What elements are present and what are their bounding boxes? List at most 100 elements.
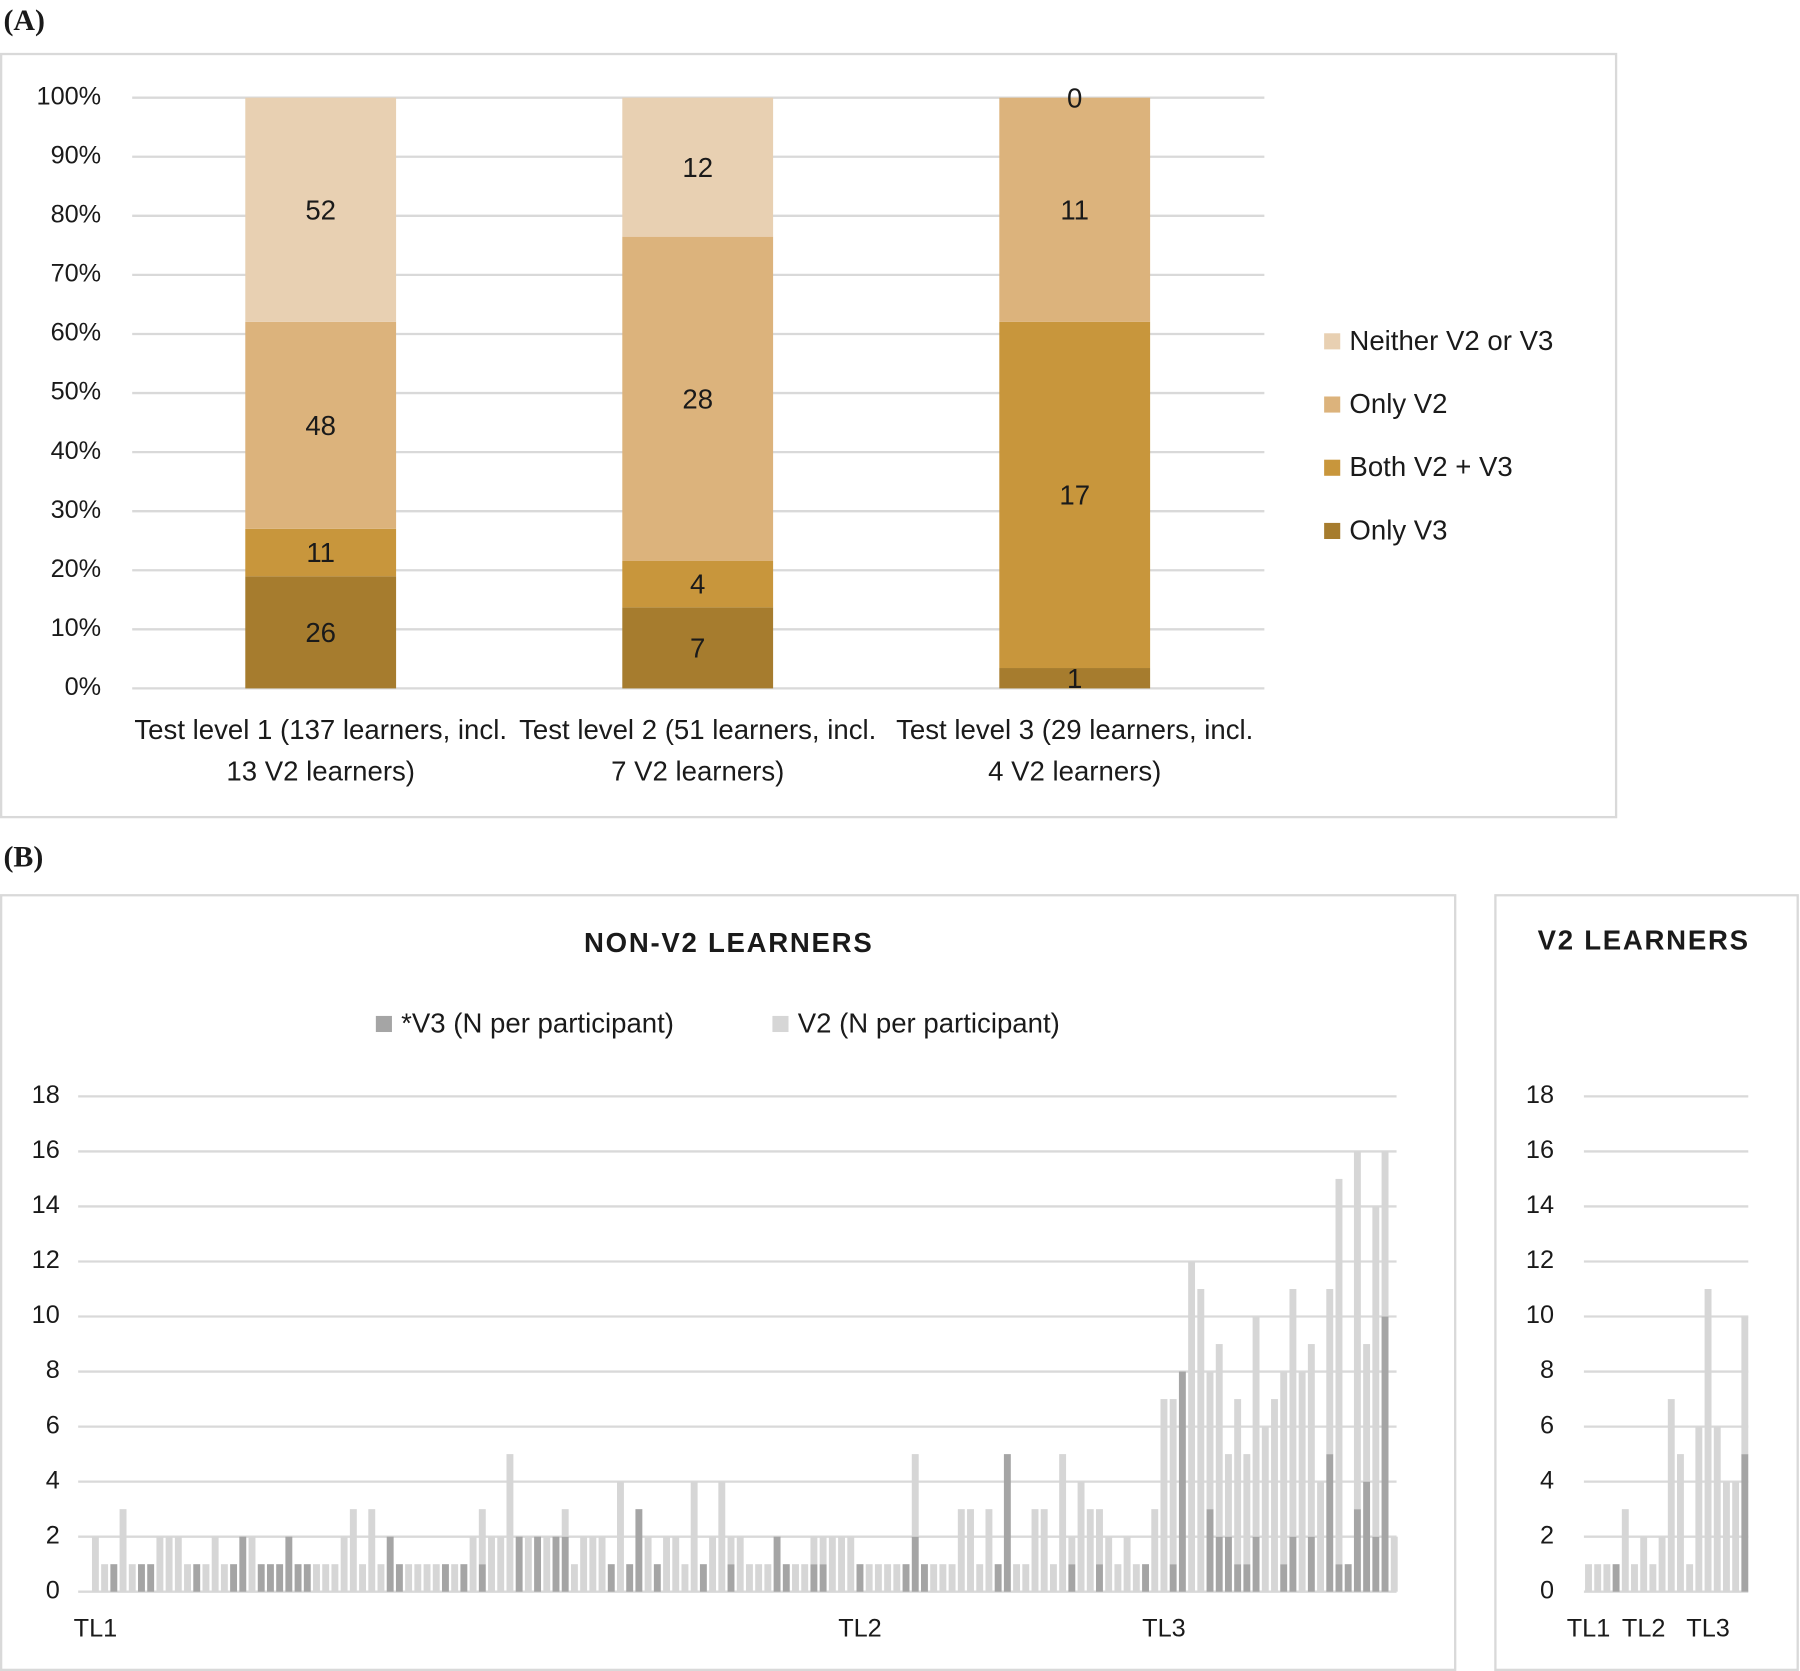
y-tick-label: 80%: [51, 201, 102, 229]
bar-segment: [1658, 1536, 1666, 1592]
bar-segment: [91, 1536, 99, 1592]
bar-segment: [441, 1564, 449, 1592]
y-tick-label: 14: [32, 1191, 60, 1219]
x-tick-label: TL2: [838, 1614, 882, 1642]
x-tick-label: Test level 3 (29 learners, incl. 4 V2 le…: [896, 714, 1254, 788]
bar-segment: [1206, 1509, 1214, 1592]
bar-segment: [1381, 1316, 1389, 1592]
data-label: 11: [1060, 194, 1089, 225]
bar-segment: [1390, 1536, 1398, 1592]
data-label: 0: [1067, 82, 1082, 113]
legend-label: V2 (N per participant): [798, 1007, 1060, 1038]
y-tick-label: 4: [1540, 1466, 1554, 1494]
bar-segment: [1132, 1564, 1140, 1592]
bar-segment: [856, 1564, 864, 1592]
bar-segment: [386, 1536, 394, 1592]
x-tick-label: TL1: [1567, 1614, 1611, 1642]
bar-segment: [976, 1564, 984, 1592]
bar-segment: [727, 1536, 735, 1565]
legend-swatch: [1324, 522, 1341, 539]
y-tick-label: 20%: [51, 555, 102, 583]
bar-segment: [534, 1536, 542, 1592]
panel-b-left-frame: [0, 894, 1457, 1671]
bar-segment: [589, 1536, 597, 1592]
panel-b-right-frame: [1494, 894, 1799, 1671]
x-tick-label: Test level 1 (137 learners, incl. 13 V2 …: [134, 714, 507, 788]
bar-segment: [174, 1536, 182, 1592]
data-label: 26: [305, 617, 336, 648]
bar-segment: [920, 1564, 928, 1592]
y-tick-label: 2: [1540, 1521, 1554, 1549]
data-label: 52: [305, 194, 336, 225]
bar-segment: [1289, 1289, 1297, 1537]
y-tick-label: 40%: [51, 437, 102, 465]
bar-segment: [967, 1509, 974, 1592]
bar-segment: [1621, 1509, 1629, 1592]
bar-segment: [128, 1564, 136, 1592]
bar-segment: [515, 1536, 523, 1592]
bar-segment: [1252, 1536, 1260, 1592]
bar-segment: [810, 1564, 818, 1592]
bar-segment: [1594, 1564, 1602, 1592]
y-tick-label: 12: [32, 1246, 60, 1274]
data-label: 1: [1067, 663, 1082, 694]
legend-swatch: [772, 1015, 789, 1033]
legend-label: Only V3: [1349, 514, 1447, 545]
bar-segment: [607, 1564, 615, 1592]
bar-segment: [736, 1536, 744, 1592]
y-tick-label: 8: [46, 1356, 60, 1384]
bar-segment: [1059, 1454, 1067, 1592]
bar-segment: [838, 1536, 846, 1592]
bar-segment: [1326, 1289, 1334, 1455]
y-tick-label: 14: [1526, 1191, 1554, 1219]
bar-segment: [764, 1564, 772, 1592]
bar-segment: [622, 97, 774, 237]
bar-segment: [1142, 1564, 1149, 1592]
bar-segment: [773, 1536, 781, 1592]
bar-segment: [810, 1536, 818, 1565]
bar-segment: [617, 1481, 624, 1592]
bar-segment: [1326, 1454, 1334, 1592]
bar-segment: [1335, 1178, 1343, 1565]
bar-segment: [948, 1564, 956, 1592]
bar-segment: [1206, 1371, 1214, 1510]
bar-segment: [1068, 1536, 1076, 1565]
bar-segment: [1741, 1454, 1749, 1592]
bar-segment: [994, 1564, 1002, 1592]
bar-segment: [1307, 1344, 1315, 1537]
bar-segment: [1096, 1564, 1103, 1592]
bar-segment: [497, 1536, 505, 1592]
bar-segment: [377, 1564, 385, 1592]
bar-segment: [1252, 1316, 1260, 1537]
bar-segment: [1298, 1371, 1306, 1592]
legend-label: Both V2 + V3: [1349, 451, 1512, 482]
bar-segment: [478, 1509, 486, 1565]
bar-segment: [1178, 1371, 1186, 1592]
bar-segment: [1049, 1564, 1057, 1592]
bar-segment: [1188, 1261, 1196, 1592]
bar-segment: [1096, 1509, 1103, 1565]
chart-title: NON-V2 LEARNERS: [584, 927, 873, 958]
x-tick-label-box: Test level 3 (29 learners, incl. 4 V2 le…: [896, 714, 1254, 788]
panel-a-frame: [0, 52, 1618, 819]
bar-segment: [874, 1564, 882, 1592]
data-label: 17: [1059, 479, 1090, 510]
y-tick-label: 10: [32, 1301, 60, 1329]
bar-segment: [1363, 1344, 1371, 1482]
bar-segment: [245, 97, 397, 322]
bar-segment: [644, 1536, 652, 1592]
bar-segment: [359, 1564, 367, 1592]
bar-segment: [1677, 1454, 1684, 1592]
y-tick-label: 30%: [51, 496, 102, 524]
bar-segment: [1603, 1564, 1611, 1592]
bar-segment: [939, 1564, 947, 1592]
bar-segment: [1713, 1426, 1721, 1592]
y-tick-label: 2: [46, 1521, 60, 1549]
bar-segment: [349, 1509, 357, 1592]
bar-segment: [165, 1536, 173, 1592]
bar-segment: [819, 1536, 827, 1565]
y-tick-label: 60%: [51, 319, 102, 347]
y-tick-label: 6: [46, 1411, 60, 1439]
bar-segment: [1686, 1564, 1694, 1592]
